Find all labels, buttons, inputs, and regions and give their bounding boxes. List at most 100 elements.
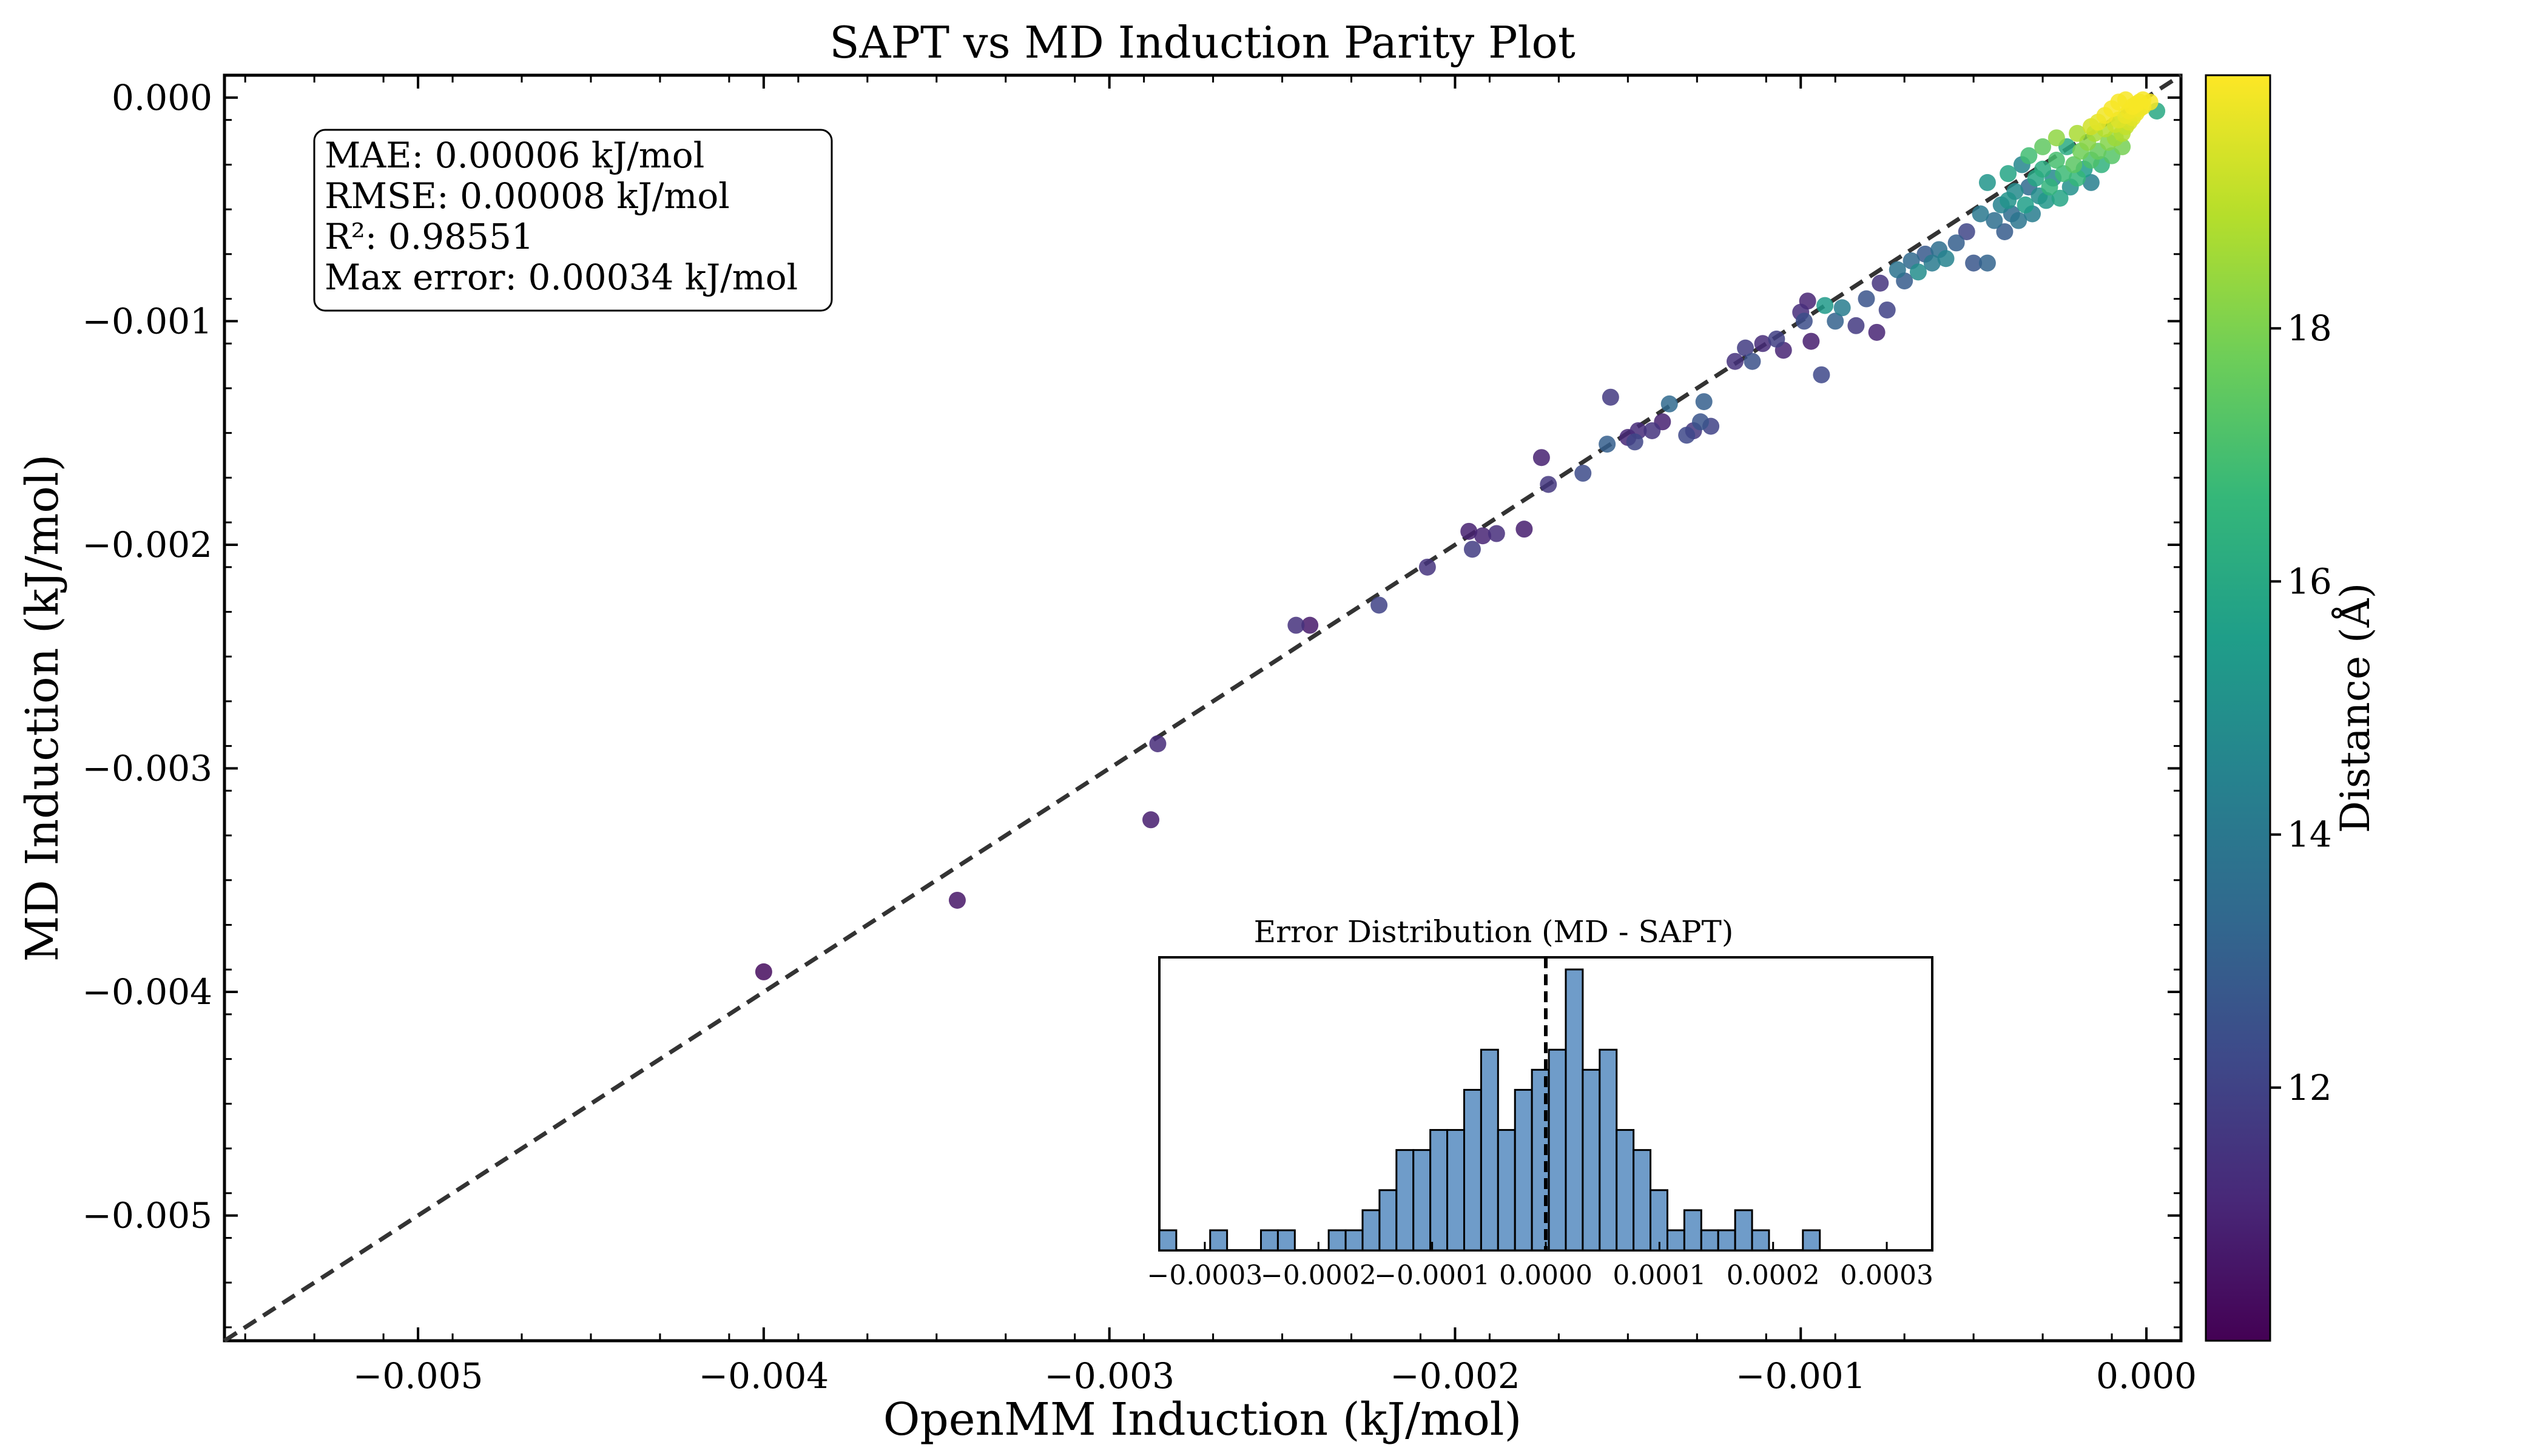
- scatter-point: [2000, 165, 2017, 183]
- histogram-bar: [1700, 1229, 1719, 1252]
- scatter-point: [1978, 174, 1996, 191]
- scatter-point: [1986, 212, 2003, 229]
- scatter-point: [1602, 388, 1619, 406]
- scatter-point: [1418, 558, 1436, 576]
- y-tick-label: −0.001: [82, 300, 212, 342]
- scatter-point: [948, 891, 966, 909]
- histogram-bar: [1259, 1229, 1279, 1252]
- scatter-point: [1937, 250, 1955, 268]
- colorbar-tick-label: 18: [2287, 308, 2332, 349]
- scatter-point: [1958, 223, 1975, 240]
- scatter-point: [1474, 527, 1492, 545]
- plot-frame: [223, 73, 2183, 1343]
- histogram-bar: [1276, 1229, 1296, 1252]
- scatter-point: [2065, 156, 2083, 174]
- histogram-bar: [1158, 1229, 1178, 1252]
- y-axis-label: MD Induction (kJ/mol): [16, 454, 69, 962]
- scatter-point: [2034, 138, 2052, 155]
- scatter-point: [1802, 332, 1820, 350]
- scatter-point: [1149, 735, 1167, 752]
- inset-title: Error Distribution (MD - SAPT): [1254, 914, 1734, 949]
- scatter-point: [1978, 254, 1996, 272]
- scatter-point: [1878, 301, 1896, 318]
- scatter-point: [1996, 223, 2014, 240]
- scatter-points: [755, 91, 2166, 980]
- colorbar-label: Distance (Å): [2332, 583, 2379, 833]
- stats-mae: MAE: 0.00006 kJ/mol: [325, 135, 704, 176]
- y-tick-label: 0.000: [112, 77, 212, 118]
- inset-tick-label: −0.0001: [1374, 1260, 1490, 1291]
- scatter-point: [1827, 312, 1844, 330]
- colorbar-tick-label: 16: [2287, 561, 2332, 602]
- histogram-bar: [1802, 1229, 1821, 1252]
- scatter-point: [1813, 366, 1830, 383]
- scatter-point: [1660, 395, 1678, 413]
- x-axis-label: OpenMM Induction (kJ/mol): [883, 1394, 1522, 1446]
- x-tick-label: −0.003: [1044, 1355, 1175, 1397]
- scatter-point: [1301, 616, 1319, 634]
- inset-tick-label: 0.0001: [1613, 1260, 1706, 1291]
- histogram-bar: [1344, 1229, 1364, 1252]
- x-tick-label: 0.000: [2096, 1355, 2197, 1397]
- scatter-point: [2010, 212, 2027, 229]
- stats-box-frame: [313, 129, 833, 312]
- stats-box: MAE: 0.00006 kJ/mol RMSE: 0.00008 kJ/mol…: [313, 129, 833, 312]
- histogram-bar: [1429, 1129, 1449, 1252]
- colorbar-gradient: [2205, 74, 2271, 1342]
- scatter-point: [1768, 330, 1785, 348]
- scatter-point: [2069, 169, 2086, 187]
- scatter-point: [2034, 160, 2052, 178]
- histogram-bar: [1327, 1229, 1347, 1252]
- colorbar-ticks: 12 14 16 18: [2270, 308, 2332, 1108]
- scatter-point: [2037, 192, 2055, 209]
- histogram-bar: [1683, 1209, 1702, 1252]
- colorbar: 12 14 16 18 Distance (Å): [2205, 74, 2379, 1342]
- scatter-point: [1626, 433, 1643, 451]
- histogram-bar: [1209, 1229, 1228, 1252]
- scatter-point: [1678, 426, 1696, 444]
- histogram-bar: [1650, 1189, 1668, 1252]
- scatter-point: [2041, 178, 2058, 196]
- scatter-point: [2051, 189, 2069, 207]
- y-tick-label: −0.004: [82, 971, 212, 1013]
- scatter-point: [2082, 174, 2100, 191]
- error-histogram-inset: Error Distribution (MD - SAPT) −0.0003−0…: [1147, 914, 1934, 1291]
- histogram-bar: [1463, 1088, 1482, 1252]
- x-tick-label: −0.001: [1736, 1355, 1866, 1397]
- y-tick-label: −0.005: [82, 1195, 212, 1236]
- x-axis: −0.005 −0.004 −0.003 −0.002 −0.001 0.000: [244, 75, 2197, 1397]
- scatter-point: [1923, 254, 1941, 272]
- scatter-point: [1868, 323, 1886, 341]
- histogram-bar: [1361, 1209, 1381, 1252]
- scatter-point: [2020, 147, 2038, 164]
- histogram-bar: [1734, 1209, 1753, 1252]
- inset-tick-label: 0.0000: [1499, 1260, 1592, 1291]
- histogram-bar: [1514, 1088, 1533, 1252]
- y-tick-label: −0.002: [82, 524, 212, 565]
- inset-tick-label: 0.0003: [1840, 1260, 1933, 1291]
- scatter-point: [2000, 192, 2017, 209]
- scatter-point: [1515, 521, 1533, 538]
- scatter-point: [755, 963, 772, 980]
- histogram-bar: [1446, 1129, 1465, 1252]
- scatter-point: [1909, 263, 1927, 281]
- histogram-bars: [1158, 968, 1821, 1252]
- scatter-point: [1463, 541, 1481, 558]
- chart-title: SAPT vs MD Induction Parity Plot: [829, 17, 1576, 68]
- scatter-point: [1540, 476, 1557, 493]
- colorbar-tick-label: 14: [2287, 814, 2332, 855]
- scatter-point: [2117, 91, 2134, 109]
- histogram-bar: [1565, 968, 1584, 1252]
- x-tick-label: −0.004: [699, 1355, 829, 1397]
- inset-x-axis: −0.0003−0.0002−0.0001 0.0000 0.0001 0.0002 0…: [1147, 1242, 1933, 1291]
- scatter-point: [1142, 811, 1160, 829]
- scatter-point: [1972, 205, 1989, 223]
- y-tick-label: −0.003: [82, 748, 212, 789]
- scatter-point: [1460, 522, 1478, 540]
- scatter-point: [1889, 261, 1906, 278]
- scatter-point: [1947, 234, 1965, 252]
- stats-rmse: RMSE: 0.00008 kJ/mol: [325, 175, 730, 217]
- scatter-point: [1532, 449, 1550, 467]
- histogram-bar: [1717, 1229, 1736, 1252]
